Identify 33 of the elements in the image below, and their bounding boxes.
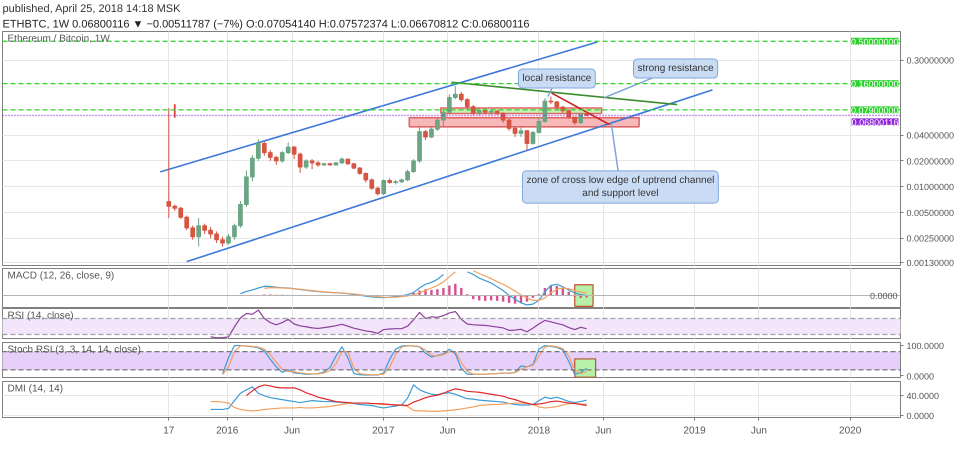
x-tick-label: 2020	[839, 426, 862, 436]
x-tick-label: 2018	[528, 426, 550, 436]
y-tick-label: 0.0000	[906, 410, 934, 421]
chart-subtitle: ETHBTC, 1W 0.06800116 ▼ −0.00511787 (−7%) O:0.07054140 H:0.07572374 L:0.06670812 C:0.06800116	[2, 18, 530, 30]
ref-line-label: 0.06800116	[852, 117, 899, 128]
x-tick-label: Jun	[750, 426, 767, 436]
ref-line-label: 0.16000000	[850, 79, 899, 90]
y-tick-label: 0.00130000	[906, 258, 954, 268]
annotation: zone of cross low edge of uptrend channel and support level	[526, 174, 714, 200]
x-tick-label: 2019	[683, 426, 706, 436]
chart-title: MACD (12, 26, close, 9)	[8, 270, 114, 282]
ref-line-label: 0.50000000	[850, 36, 899, 47]
x-tick-label: Jun	[440, 426, 456, 436]
y-tick-label: 100.0000	[906, 341, 944, 352]
y-tick-label: 0.02000000	[906, 156, 954, 166]
x-tick-label: 2016	[216, 426, 239, 436]
y-tick-label: 0.00500000	[906, 208, 954, 218]
annotation: local resistance	[522, 73, 592, 84]
y-tick-label: 0.30000000	[906, 56, 954, 66]
x-tick-label: 2017	[372, 426, 395, 436]
y-tick-label: 0.01000000	[906, 182, 954, 192]
x-tick-label: Jun	[595, 426, 612, 436]
x-tick-label: Jun	[284, 426, 300, 436]
ref-line-label: 0.07900000	[850, 105, 899, 116]
chart-title: DMI (14, 14)	[8, 384, 64, 394]
x-tick-label: 17	[163, 426, 175, 436]
annotation: strong resistance	[638, 63, 714, 74]
y-tick-label: 0.04000000	[906, 130, 954, 141]
text: published, April 25, 2018 14:18 MSK	[2, 3, 182, 15]
y-tick-label: 0.00250000	[906, 234, 954, 244]
annotation: 0.0000	[870, 290, 898, 301]
y-tick-label: 0.0000	[906, 371, 934, 382]
y-tick-label: 40.0000	[906, 391, 940, 402]
